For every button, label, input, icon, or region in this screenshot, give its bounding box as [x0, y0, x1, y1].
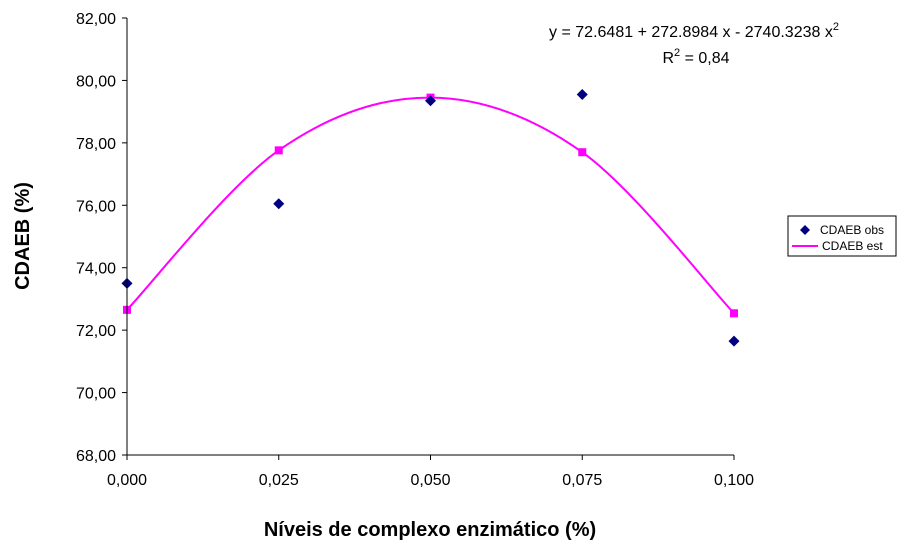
- y-tick-label: 76,00: [76, 198, 116, 215]
- x-tick-label: 0,100: [714, 472, 754, 489]
- r-squared: R2 = 0,84: [662, 47, 729, 67]
- y-ticks: 68,00 70,00 72,00 74,00 76,00 78,00 80,00 82,00: [76, 11, 127, 465]
- regression-equation: y = 72.6481 + 272.8984 x - 2740.3238 x2: [549, 21, 839, 41]
- est-point: [730, 309, 738, 318]
- obs-point: [425, 95, 436, 107]
- y-tick-label: 80,00: [76, 73, 116, 90]
- y-tick-label: 68,00: [76, 448, 116, 465]
- legend-est-label: CDAEB est: [822, 239, 883, 253]
- y-tick-label: 74,00: [76, 261, 116, 278]
- r2-value: = 0,84: [680, 50, 729, 67]
- obs-point: [273, 198, 285, 210]
- est-series-line: [126, 96, 735, 314]
- plot-marks: [121, 88, 740, 347]
- equation-exponent: 2: [833, 21, 839, 33]
- legend: CDAEB obs CDAEB est: [787, 215, 897, 257]
- y-tick-label: 78,00: [76, 136, 116, 153]
- y-axis-title: CDAEB (%): [12, 182, 34, 290]
- x-axis-title: Níveis de complexo enzimático (%): [264, 519, 596, 541]
- legend-obs-marker: [800, 225, 810, 235]
- y-tick-label: 70,00: [76, 386, 116, 403]
- y-tick-label: 72,00: [76, 323, 116, 340]
- r2-exponent: 2: [674, 47, 680, 59]
- legend-box: [787, 215, 897, 257]
- x-tick-label: 0,000: [107, 472, 147, 489]
- axes: [126, 18, 734, 456]
- obs-point: [728, 335, 740, 347]
- obs-point: [576, 88, 588, 100]
- x-tick-label: 0,025: [259, 472, 299, 489]
- r2-label: R: [662, 50, 674, 67]
- x-ticks: 0,000 0,025 0,050 0,075 0,100: [107, 455, 754, 489]
- est-point: [578, 148, 587, 157]
- equation-text: y = 72.6481 + 272.8984 x - 2740.3238 x: [549, 24, 833, 41]
- legend-obs-label: CDAEB obs: [820, 223, 884, 237]
- x-tick-label: 0,075: [562, 472, 602, 489]
- est-point: [274, 146, 283, 155]
- y-tick-label: 82,00: [76, 11, 116, 28]
- x-tick-label: 0,050: [410, 472, 450, 489]
